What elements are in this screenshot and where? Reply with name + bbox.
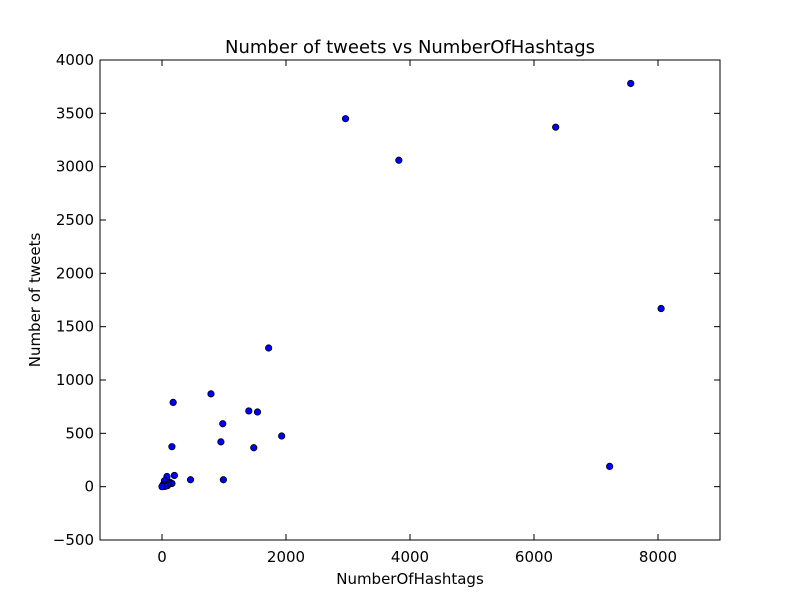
chart-title: Number of tweets vs NumberOfHashtags	[225, 37, 595, 58]
data-point	[219, 420, 227, 428]
data-point	[657, 304, 665, 313]
x-tick-label: 0	[157, 548, 167, 566]
data-point	[170, 471, 178, 480]
x-tick-label: 8000	[639, 548, 677, 566]
data-point	[341, 115, 350, 123]
y-tick-label: 3500	[56, 104, 94, 122]
data-point	[168, 443, 176, 451]
x-tick-label: 2000	[267, 548, 305, 566]
y-tick-label: 1500	[56, 318, 94, 336]
y-tick-label: 2000	[56, 264, 94, 282]
data-point	[278, 432, 286, 440]
data-point	[395, 156, 403, 164]
data-point	[552, 123, 560, 131]
x-axis-label: NumberOfHashtags	[336, 570, 484, 588]
y-tick-label: 1000	[56, 371, 94, 389]
data-point	[207, 390, 215, 398]
x-tick-label: 6000	[515, 548, 553, 566]
data-point	[250, 444, 258, 452]
y-axis-label: Number of tweets	[26, 233, 44, 368]
data-point	[265, 344, 273, 352]
x-tick-label: 4000	[391, 548, 429, 566]
data-point	[245, 407, 253, 415]
data-point	[253, 408, 262, 416]
data-point	[606, 462, 614, 470]
plot-frame	[99, 59, 721, 541]
y-tick-label: 0	[84, 478, 94, 496]
y-tick-label: 4000	[56, 51, 94, 69]
data-point	[158, 483, 166, 491]
data-point	[169, 398, 177, 406]
data-point	[627, 79, 635, 88]
y-tick-label: 3000	[56, 158, 94, 176]
data-point	[219, 476, 227, 484]
y-tick-label: 2500	[56, 211, 94, 229]
data-point	[186, 476, 195, 484]
y-tick-label: 500	[65, 424, 94, 442]
data-point	[217, 438, 225, 446]
y-tick-label: −500	[53, 531, 94, 549]
